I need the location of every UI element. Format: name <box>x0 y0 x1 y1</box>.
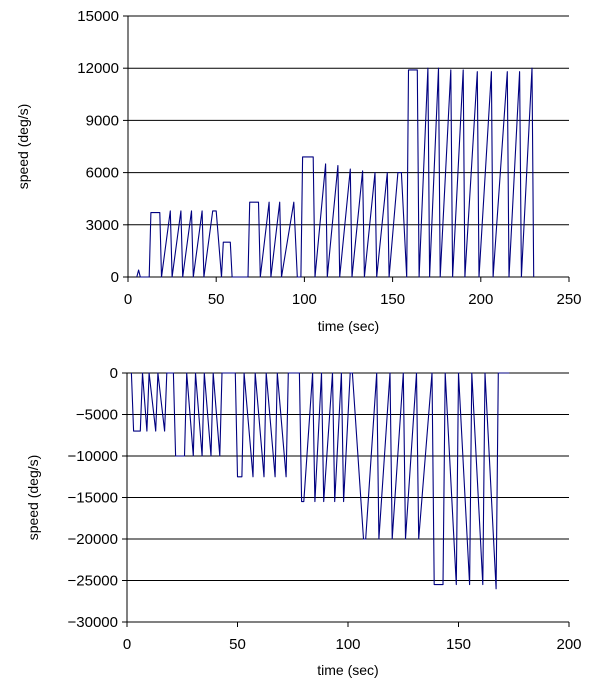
y-tick-label: −30000 <box>68 614 118 631</box>
chart-bottom: −30000 −25000 −20000 −15000 −10000 −5000 0 0 50… <box>25 365 582 678</box>
y-axis-label: speed (deg/s) <box>25 455 41 541</box>
speed-series-line <box>130 372 510 590</box>
x-tick-label: 200 <box>556 636 581 653</box>
y-tick-label: 9000 <box>86 112 119 129</box>
y-axis-label: speed (deg/s) <box>15 104 31 190</box>
x-tick-label: 100 <box>292 291 317 308</box>
x-tick-label: 0 <box>124 291 132 308</box>
y-tick-label: −25000 <box>68 573 118 590</box>
y-tick-label: −10000 <box>68 448 118 465</box>
gridlines <box>128 15 569 278</box>
y-tick-labels: −30000 −25000 −20000 −15000 −10000 −5000 0 <box>68 365 118 631</box>
x-tick-label: 150 <box>446 636 471 653</box>
axes <box>123 15 570 282</box>
x-tick-label: 100 <box>335 636 360 653</box>
y-tick-label: −20000 <box>68 531 118 548</box>
axes <box>122 372 570 627</box>
x-tick-labels: 0 50 100 150 200 <box>123 636 582 653</box>
x-tick-label: 150 <box>380 291 405 308</box>
y-tick-labels: 0 3000 6000 9000 12000 15000 <box>77 8 119 286</box>
y-tick-label: 12000 <box>77 60 119 77</box>
y-tick-label: 3000 <box>86 217 119 234</box>
x-tick-label: 250 <box>556 291 581 308</box>
y-tick-label: −5000 <box>76 407 118 424</box>
x-tick-label: 200 <box>468 291 493 308</box>
y-tick-label: 6000 <box>86 165 119 182</box>
x-tick-label: 50 <box>229 636 246 653</box>
x-tick-labels: 0 50 100 150 200 250 <box>124 291 582 308</box>
x-tick-label: 50 <box>208 291 225 308</box>
y-tick-label: −15000 <box>68 490 118 507</box>
y-tick-label: 15000 <box>77 8 119 25</box>
x-axis-label: time (sec) <box>318 318 379 334</box>
speed-series-line <box>136 67 535 278</box>
x-tick-label: 0 <box>123 636 131 653</box>
x-axis-label: time (sec) <box>317 662 378 678</box>
y-tick-label: 0 <box>110 365 118 382</box>
y-tick-label: 0 <box>111 269 119 286</box>
